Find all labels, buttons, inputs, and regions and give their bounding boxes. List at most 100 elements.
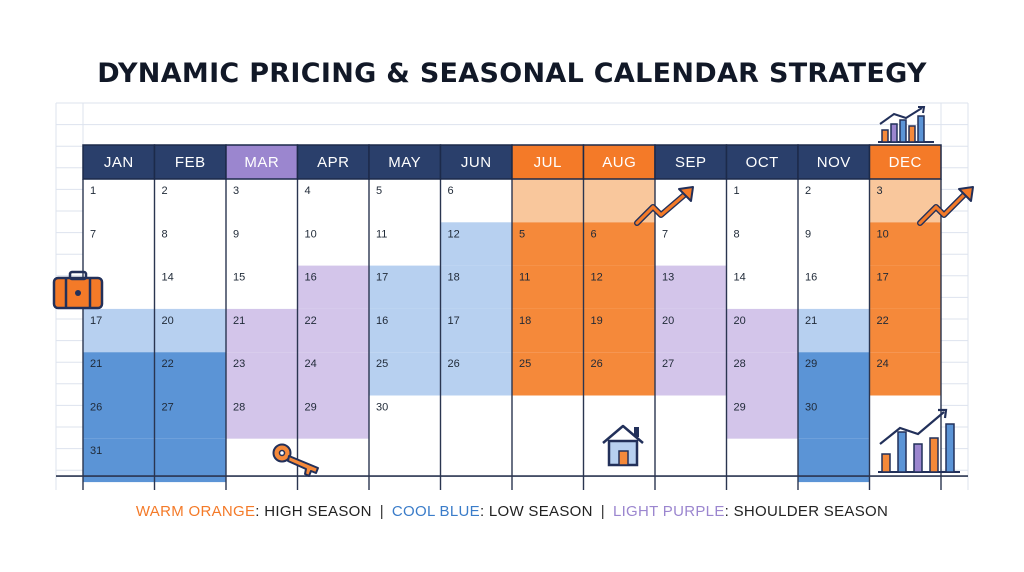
- day-cell: [655, 352, 727, 396]
- month-label: JAN: [104, 154, 134, 171]
- day-number: 17: [90, 315, 102, 327]
- day-cell: [798, 179, 870, 223]
- day-cell: [440, 179, 512, 223]
- month-headers: JAN FEB MAR APR MAY JUN JUL AUG SEP OCT NOV DEC: [82, 144, 942, 180]
- day-cell: [226, 308, 298, 353]
- month-header-aug: [582, 144, 656, 180]
- day-cells: 1717212631281420222739152123284101622242…: [56, 179, 968, 490]
- day-cell: [583, 308, 655, 353]
- day-cell: [798, 352, 870, 396]
- day-number: 18: [448, 272, 460, 284]
- day-number: 11: [376, 228, 387, 240]
- day-number: 26: [90, 402, 102, 414]
- month-header-sep: [654, 144, 728, 180]
- day-number: 4: [305, 185, 311, 197]
- day-number: 6: [448, 185, 454, 197]
- day-cell: [83, 222, 155, 266]
- day-cell: [297, 395, 369, 439]
- legend-shoulder-desc: : SHOULDER SEASON: [724, 503, 889, 520]
- day-number: 13: [662, 272, 674, 284]
- day-number: 15: [233, 272, 245, 284]
- day-number: 7: [662, 228, 668, 240]
- day-cell: [369, 179, 441, 223]
- day-cell: [583, 222, 655, 266]
- day-cell: [512, 438, 584, 483]
- day-cell: [583, 352, 655, 396]
- month-header-mar: [225, 144, 299, 180]
- bar-chart-icon: [878, 106, 934, 143]
- day-number: 1: [90, 185, 96, 197]
- day-cell: [154, 395, 226, 439]
- day-number: 8: [734, 228, 740, 240]
- day-cell: [440, 222, 512, 266]
- day-number: 29: [805, 358, 817, 370]
- day-cell: [154, 179, 226, 223]
- day-cell: [440, 395, 512, 439]
- day-cell: [297, 265, 369, 309]
- day-cell: [369, 438, 441, 483]
- day-cell: [83, 395, 155, 439]
- day-cell: [726, 222, 798, 266]
- month-header-jan: [82, 144, 156, 180]
- day-cell: [154, 352, 226, 396]
- month-label: JUL: [534, 154, 562, 171]
- day-number: 17: [448, 315, 460, 327]
- day-number: 14: [734, 272, 746, 284]
- day-number: 10: [877, 228, 889, 240]
- day-number: 2: [162, 185, 168, 197]
- day-cell: [440, 265, 512, 309]
- day-cell: [226, 265, 298, 309]
- month-header-apr: [296, 144, 370, 180]
- day-cell: [226, 222, 298, 266]
- day-number: 5: [376, 185, 382, 197]
- day-number: 7: [90, 228, 96, 240]
- day-number: 17: [877, 272, 889, 284]
- bar-chart-trend-icon: [878, 408, 960, 473]
- day-cell: [369, 265, 441, 309]
- day-number: 26: [448, 358, 460, 370]
- key-icon: [272, 443, 319, 477]
- legend-low-label: COOL BLUE: [391, 503, 480, 520]
- day-number: 16: [305, 272, 317, 284]
- day-cell: [655, 438, 727, 483]
- day-cell: [726, 395, 798, 439]
- day-cell: [726, 265, 798, 309]
- day-number: 11: [519, 272, 530, 284]
- day-cell: [369, 222, 441, 266]
- day-cell: [297, 352, 369, 396]
- month-label: AUG: [602, 154, 636, 171]
- day-number: 31: [90, 445, 102, 457]
- day-number: 22: [162, 358, 174, 370]
- day-number: 25: [519, 358, 531, 370]
- month-label: JUN: [461, 154, 492, 171]
- day-number: 21: [805, 315, 817, 327]
- day-number: 27: [662, 358, 674, 370]
- month-header-oct: [725, 144, 799, 180]
- day-number: 2: [805, 185, 811, 197]
- month-label: SEP: [675, 154, 707, 171]
- day-number: 20: [734, 315, 746, 327]
- day-cell: [798, 438, 870, 483]
- day-cell: [726, 438, 798, 483]
- day-cell: [83, 308, 155, 353]
- day-number: 24: [877, 358, 889, 370]
- day-cell: [798, 222, 870, 266]
- day-cell: [726, 308, 798, 353]
- day-cell: [655, 308, 727, 353]
- day-cell: [154, 265, 226, 309]
- day-cell: [369, 352, 441, 396]
- month-header-jun: [439, 144, 513, 180]
- day-cell: [154, 438, 226, 483]
- day-cell: [226, 352, 298, 396]
- day-cell: [583, 395, 655, 439]
- legend-low-desc: : LOW SEASON: [479, 503, 593, 520]
- page-title: DYNAMIC PRICING & SEASONAL CALENDAR STRA…: [97, 58, 927, 89]
- day-cell: [83, 438, 155, 483]
- legend-high-desc: : HIGH SEASON: [255, 503, 372, 520]
- trend-arrow-icon: [917, 186, 974, 226]
- month-label: OCT: [746, 154, 779, 171]
- day-cell: [154, 222, 226, 266]
- day-number: 3: [233, 185, 239, 197]
- day-cell: [798, 395, 870, 439]
- day-cell: [655, 265, 727, 309]
